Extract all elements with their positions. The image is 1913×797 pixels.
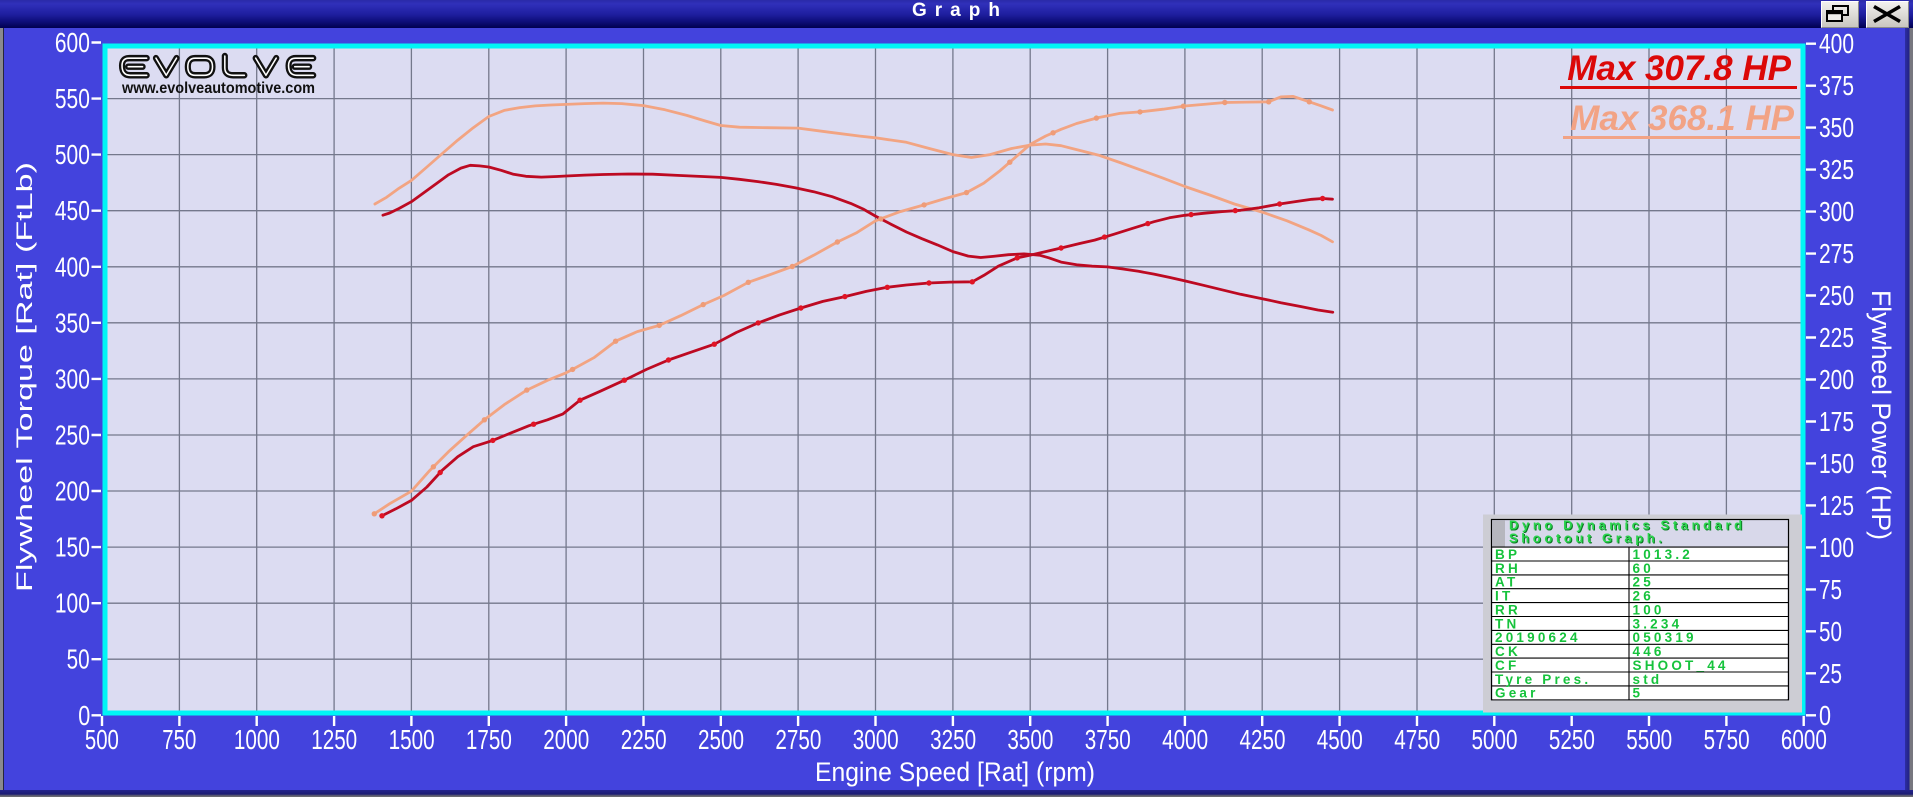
svg-text:SHOOT_44: SHOOT_44 (1633, 658, 1729, 673)
svg-text:TN: TN (1495, 616, 1519, 631)
svg-text:1750: 1750 (466, 724, 512, 755)
svg-text:150: 150 (1819, 448, 1854, 479)
svg-text:3000: 3000 (853, 724, 899, 755)
svg-text:550: 550 (55, 83, 90, 114)
svg-text:RH: RH (1495, 561, 1521, 576)
svg-text:0: 0 (1819, 700, 1831, 731)
svg-text:Flywheel Torque [Rat] (FtLb): Flywheel Torque [Rat] (FtLb) (12, 162, 37, 592)
svg-text:2000: 2000 (543, 724, 589, 755)
svg-text:325: 325 (1819, 154, 1854, 185)
svg-text:5500: 5500 (1626, 724, 1672, 755)
svg-text:500: 500 (55, 139, 90, 170)
svg-text:Max 307.8 HP: Max 307.8 HP (1567, 49, 1791, 88)
svg-text:75: 75 (1819, 574, 1842, 605)
svg-text:Max 368.1 HP: Max 368.1 HP (1570, 99, 1794, 138)
svg-text:100: 100 (55, 588, 90, 619)
svg-text:20190624: 20190624 (1495, 630, 1581, 645)
svg-text:250: 250 (1819, 280, 1854, 311)
svg-text:25: 25 (1819, 658, 1842, 689)
svg-text:IT: IT (1495, 589, 1513, 604)
svg-text:3500: 3500 (1007, 724, 1053, 755)
svg-text:1000: 1000 (234, 724, 280, 755)
svg-text:050319: 050319 (1633, 630, 1697, 645)
svg-text:Engine Speed [Rat] (rpm): Engine Speed [Rat] (rpm) (815, 757, 1095, 787)
svg-text:1013.2: 1013.2 (1633, 547, 1694, 562)
svg-text:Shootout Graph.: Shootout Graph. (1509, 531, 1666, 546)
svg-text:BP: BP (1495, 547, 1520, 562)
svg-text:4000: 4000 (1162, 724, 1208, 755)
svg-text:Shootout Graph.: Shootout Graph. (1510, 532, 1667, 547)
svg-text:750: 750 (162, 724, 196, 755)
svg-text:5750: 5750 (1704, 724, 1750, 755)
svg-text:2500: 2500 (698, 724, 744, 755)
svg-text:26: 26 (1633, 589, 1654, 604)
svg-text:CK: CK (1495, 644, 1521, 659)
svg-text:50: 50 (1819, 616, 1842, 647)
svg-text:225: 225 (1819, 322, 1854, 353)
svg-text:6000: 6000 (1781, 724, 1827, 755)
svg-text:450: 450 (55, 195, 90, 226)
svg-text:400: 400 (1819, 28, 1854, 59)
svg-text:std: std (1633, 672, 1663, 687)
svg-text:600: 600 (55, 27, 90, 58)
svg-text:1500: 1500 (389, 724, 435, 755)
svg-text:125: 125 (1819, 490, 1854, 521)
svg-text:1250: 1250 (311, 724, 357, 755)
svg-text:375: 375 (1819, 70, 1854, 101)
svg-text:175: 175 (1819, 406, 1854, 437)
svg-text:4750: 4750 (1394, 724, 1440, 755)
svg-text:300: 300 (1819, 196, 1854, 227)
svg-text:350: 350 (1819, 112, 1854, 143)
svg-text:60: 60 (1633, 561, 1654, 576)
svg-text:150: 150 (55, 532, 90, 563)
svg-text:500: 500 (85, 724, 119, 755)
svg-text:200: 200 (55, 476, 90, 507)
svg-text:AT: AT (1495, 575, 1518, 590)
svg-text:CF: CF (1495, 658, 1519, 673)
svg-text:0: 0 (78, 700, 90, 731)
svg-text:Flywheel Power (HP): Flywheel Power (HP) (1866, 290, 1896, 540)
svg-text:200: 200 (1819, 364, 1854, 395)
svg-text:5: 5 (1633, 686, 1644, 701)
svg-text:50: 50 (67, 644, 90, 675)
svg-text:Tyre Pres.: Tyre Pres. (1495, 672, 1591, 687)
svg-text:Dyno Dynamics Standard: Dyno Dynamics Standard (1509, 518, 1746, 533)
svg-text:3250: 3250 (930, 724, 976, 755)
svg-text:400: 400 (55, 251, 90, 282)
svg-text:www.evolveautomotive.com: www.evolveautomotive.com (121, 80, 315, 97)
svg-text:100: 100 (1633, 602, 1665, 617)
svg-text:3.234: 3.234 (1633, 616, 1683, 631)
svg-text:275: 275 (1819, 238, 1854, 269)
svg-text:350: 350 (55, 307, 90, 338)
svg-text:5250: 5250 (1549, 724, 1595, 755)
svg-text:2250: 2250 (621, 724, 667, 755)
svg-text:300: 300 (55, 363, 90, 394)
svg-text:Gear: Gear (1495, 686, 1539, 701)
svg-text:RR: RR (1495, 602, 1521, 617)
svg-text:Dyno Dynamics Standard: Dyno Dynamics Standard (1510, 519, 1747, 534)
svg-text:446: 446 (1633, 644, 1665, 659)
svg-text:250: 250 (55, 420, 90, 451)
svg-text:4250: 4250 (1240, 724, 1286, 755)
svg-text:3750: 3750 (1085, 724, 1131, 755)
svg-text:2750: 2750 (775, 724, 821, 755)
svg-text:25: 25 (1633, 575, 1654, 590)
svg-text:100: 100 (1819, 532, 1854, 563)
svg-text:4500: 4500 (1317, 724, 1363, 755)
svg-text:5000: 5000 (1472, 724, 1518, 755)
